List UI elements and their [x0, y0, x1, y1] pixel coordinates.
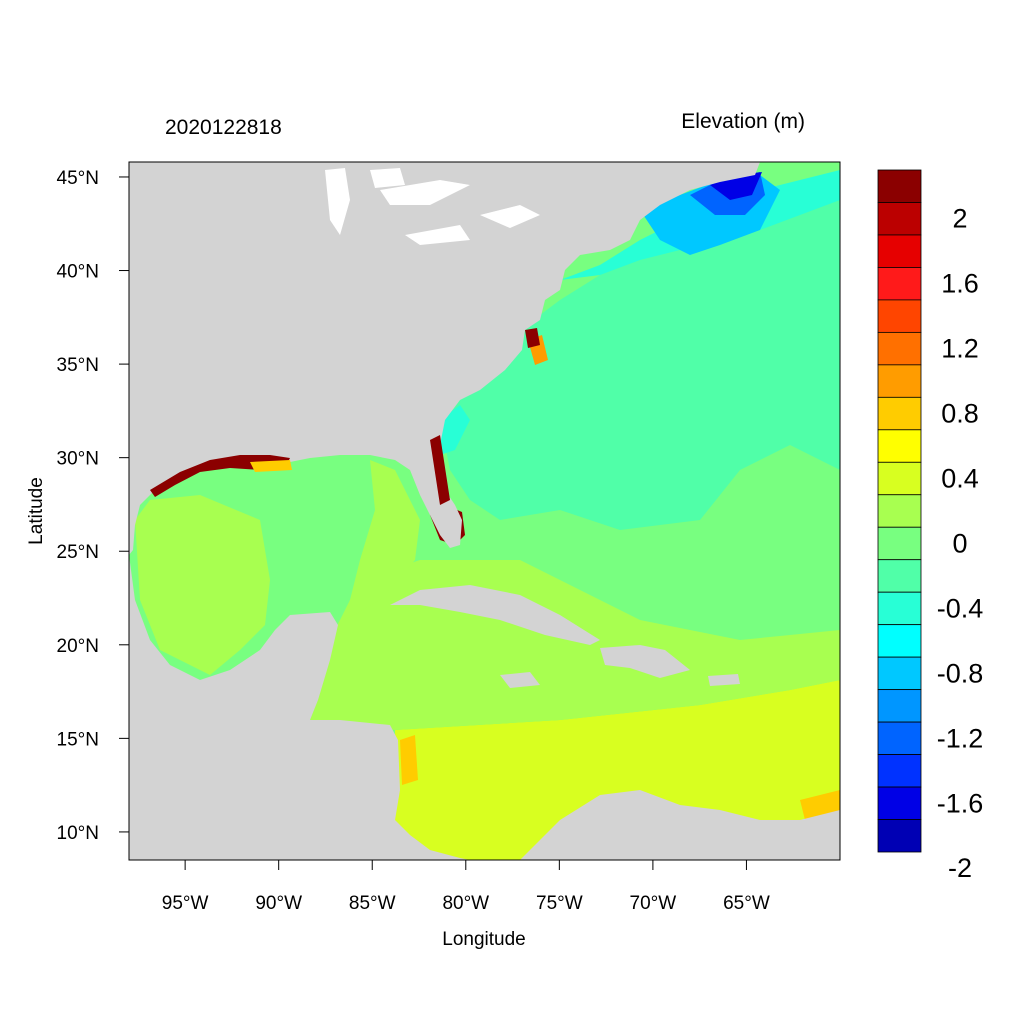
- mexico-central-america-land: [129, 555, 470, 860]
- louisiana-coast-zone: [250, 460, 292, 472]
- colorbar-label: -0.4: [937, 593, 984, 623]
- colorbar-swatch: [877, 624, 922, 658]
- gulf-west-zone: [135, 495, 270, 675]
- plot-frame: [128, 161, 841, 861]
- colorbar-label: -0.8: [937, 658, 984, 688]
- georgia-shelf-zone: [440, 405, 470, 455]
- colorbar-swatch: [877, 656, 922, 691]
- colorbar-swatch: [877, 429, 922, 463]
- colorbar-swatch: [877, 169, 922, 203]
- longitude-tick-label: 80°W: [442, 893, 489, 914]
- florida-atlantic-high: [430, 435, 450, 505]
- north-america-land: [129, 162, 760, 555]
- jamaica-land: [500, 672, 540, 688]
- colorbar-label: 1.2: [941, 334, 979, 364]
- colorbar-label: 1.6: [941, 269, 979, 299]
- colorbar-swatch: [877, 299, 922, 333]
- cuba-land: [390, 585, 600, 645]
- x-axis-label: Longitude: [442, 929, 525, 950]
- colorbar-swatch: [877, 364, 922, 398]
- latitude-tick-label: 45°N: [57, 168, 99, 189]
- colorbar-swatch: [877, 721, 922, 755]
- latitude-tick-label: 40°N: [57, 262, 99, 283]
- land: [129, 162, 840, 860]
- colorbar-swatch: [877, 754, 922, 788]
- colorbar-label: 2: [952, 204, 967, 234]
- colorbar-swatch: [877, 461, 922, 496]
- colorbar: [877, 169, 922, 853]
- latitude-ticks: 45°N 40°N 35°N 30°N 25°N 20°N 15°N 10°N: [57, 168, 129, 844]
- puerto-rico-land: [708, 674, 740, 686]
- colorbar-labels: 2 1.6 1.2 0.8 0.4 0 -0.4 -0.8 -1.2 -1.6 -2: [937, 204, 984, 884]
- atlantic-central-zone: [440, 200, 840, 530]
- colorbar-label: 0: [952, 528, 967, 558]
- colorbar-label: 0.4: [941, 464, 979, 494]
- colorbar-swatch: [877, 267, 922, 301]
- colorbar-label: -1.6: [937, 788, 984, 818]
- colorbar-swatch: [877, 559, 922, 593]
- colorbar-swatch: [877, 331, 922, 366]
- south-america-land: [520, 790, 840, 860]
- gulf-east-zone: [345, 460, 420, 620]
- nicaragua-coast-high: [400, 735, 418, 785]
- colorbar-swatch: [877, 786, 922, 820]
- colorbar-swatch: [877, 591, 922, 626]
- colorbar-swatch: [877, 689, 922, 723]
- latitude-tick-label: 10°N: [57, 823, 99, 844]
- longitude-tick-label: 85°W: [349, 893, 396, 914]
- gulf-of-maine-lowest: [710, 172, 762, 200]
- colorbar-swatch: [877, 526, 922, 561]
- great-lakes: [325, 168, 540, 245]
- longitude-tick-label: 70°W: [630, 893, 677, 914]
- colorbar-label: 0.8: [941, 399, 979, 429]
- colorbar-swatch: [877, 234, 922, 268]
- y-axis-label: Latitude: [26, 477, 47, 545]
- colorbar-swatch: [877, 494, 922, 528]
- colorbar-label: -2: [948, 853, 972, 883]
- hispaniola-land: [600, 645, 690, 678]
- map-panel: [129, 162, 840, 860]
- right-title: Elevation (m): [681, 110, 805, 133]
- latitude-tick-label: 20°N: [57, 636, 99, 657]
- colorbar-swatch: [877, 819, 922, 853]
- left-title: 2020122818: [165, 116, 282, 139]
- longitude-tick-label: 95°W: [162, 893, 209, 914]
- longitude-tick-label: 75°W: [536, 893, 583, 914]
- colorbar-swatch: [877, 396, 922, 431]
- colorbar-label: -1.2: [937, 723, 984, 753]
- latitude-tick-label: 35°N: [57, 355, 99, 376]
- longitude-ticks: 95°W 90°W 85°W 80°W 75°W 70°W 65°W: [162, 860, 770, 914]
- pamlico-higher: [525, 328, 540, 348]
- latitude-tick-label: 15°N: [57, 729, 99, 750]
- longitude-tick-label: 90°W: [255, 893, 302, 914]
- colorbar-swatch: [877, 202, 922, 236]
- longitude-tick-label: 65°W: [723, 893, 770, 914]
- latitude-tick-label: 30°N: [57, 449, 99, 470]
- latitude-tick-label: 25°N: [57, 542, 99, 563]
